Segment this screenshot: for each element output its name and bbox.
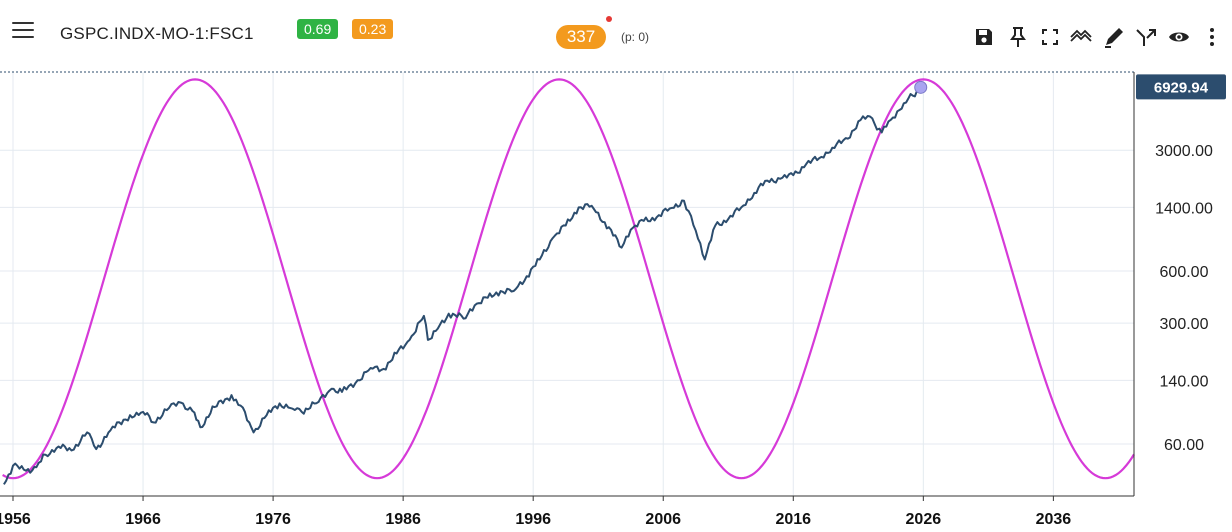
x-tick-label: 1996 <box>515 511 551 528</box>
x-tick-label: 2026 <box>906 511 942 528</box>
grid-lines <box>0 72 1134 496</box>
orange-value-badge: 0.23 <box>352 19 394 39</box>
y-tick-label: 1400.00 <box>1155 200 1213 217</box>
y-tick-label: 3000.00 <box>1155 143 1213 160</box>
symbol-title[interactable]: GSPC.INDX-MO-1:FSC1 <box>60 24 254 43</box>
price-line-series <box>3 86 922 485</box>
x-tick-label: 1966 <box>125 511 161 528</box>
notification-dot <box>606 16 612 22</box>
count-pill[interactable]: 337 <box>556 25 606 49</box>
cycle-sine-curve <box>2 78 1135 480</box>
x-tick-label: 2036 <box>1036 511 1072 528</box>
last-price-marker[interactable] <box>914 80 928 94</box>
x-tick-label: 2006 <box>645 511 681 528</box>
last-price-tag <box>1136 74 1226 100</box>
p-info-text: (p: 0) <box>621 30 650 44</box>
x-axis-ticks: 1956 1966 1976 1986 1996 2006 2016 2026 2036 <box>0 496 1071 528</box>
draw-icon[interactable] <box>1102 24 1126 50</box>
trend-icon[interactable] <box>1069 24 1093 50</box>
y-tick-label: 60.00 <box>1164 437 1204 454</box>
last-price-label: 6929.94 <box>1136 74 1226 100</box>
chart-toolbar: GSPC.INDX-MO-1:FSC1 0.69 0.23 337 (p: 0) <box>0 0 1232 70</box>
y-axis-ticks: 60.00 140.00 300.00 600.00 1400.00 3000.00 <box>1155 143 1213 454</box>
eye-icon[interactable] <box>1167 24 1191 50</box>
x-tick-label: 1976 <box>255 511 291 528</box>
pin-icon[interactable] <box>1006 24 1030 50</box>
merge-icon[interactable] <box>1134 24 1158 50</box>
last-price-value: 6929.94 <box>1154 79 1209 96</box>
y-tick-label: 140.00 <box>1160 373 1209 390</box>
more-vertical-icon[interactable] <box>1200 24 1224 50</box>
y-tick-label: 600.00 <box>1160 264 1209 281</box>
hamburger-menu-icon[interactable] <box>12 22 34 40</box>
x-tick-label: 2016 <box>775 511 811 528</box>
green-value-badge: 0.69 <box>297 19 339 39</box>
x-tick-label: 1986 <box>385 511 421 528</box>
x-tick-label: 1956 <box>0 511 31 528</box>
fullscreen-icon[interactable] <box>1038 24 1062 50</box>
y-tick-label: 300.00 <box>1160 316 1209 333</box>
save-icon[interactable] <box>972 24 996 50</box>
